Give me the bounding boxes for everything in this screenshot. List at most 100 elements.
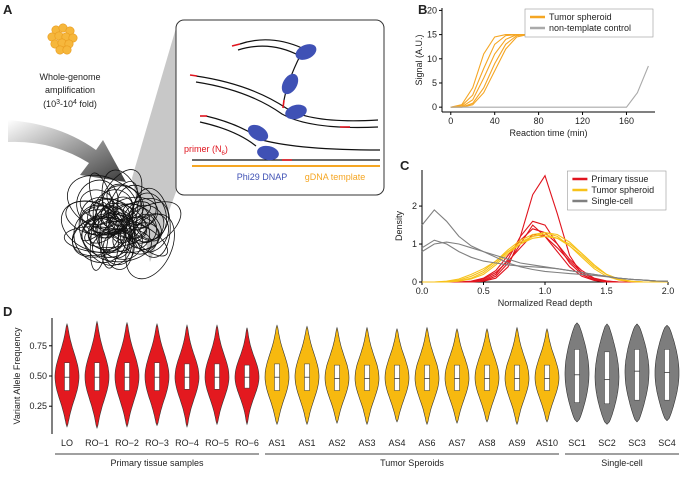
curve (422, 233, 668, 283)
dna-loop (81, 216, 131, 258)
polymerase (281, 73, 299, 95)
y-tick-label: 15 (427, 30, 437, 40)
violin-box (64, 362, 70, 391)
panel-label: C (400, 158, 410, 173)
x-tick-label: AS3 (358, 438, 375, 448)
legend-label: non-template control (549, 23, 631, 33)
violin-box (364, 364, 370, 391)
arrow (8, 120, 126, 182)
x-axis-label: Reaction time (min) (509, 128, 587, 138)
dna-loop (100, 224, 131, 259)
y-tick-label: 0 (412, 277, 417, 287)
polymerase (257, 145, 279, 161)
strand (199, 121, 257, 147)
violin-box (124, 362, 130, 391)
x-tick-label: 80 (534, 116, 544, 126)
x-tick-label: AS4 (388, 438, 405, 448)
dna-loop (106, 183, 144, 219)
violin-box (514, 364, 520, 391)
dna-loop (71, 218, 120, 257)
primer (231, 43, 241, 47)
violin-box (244, 364, 250, 389)
violin-box (154, 362, 160, 391)
diagram-label: (103-104 fold) (43, 99, 97, 110)
text-part: 4 (73, 99, 77, 106)
curve (422, 232, 668, 283)
x-tick-label: 2.0 (662, 286, 675, 296)
text-part: primer (N (184, 144, 222, 154)
x-tick-label: AS1 (298, 438, 315, 448)
violin-box (184, 363, 190, 390)
zoom-box (175, 19, 385, 196)
x-tick-label: LO (61, 438, 73, 448)
diagram-label: Whole-genome (39, 72, 100, 82)
violin-box (604, 351, 610, 405)
polymerases (247, 44, 317, 161)
text-part: 6 (222, 151, 226, 157)
x-tick-label: RO−3 (145, 438, 169, 448)
dna-loop (78, 197, 133, 266)
curve (450, 34, 649, 108)
primers (189, 43, 350, 161)
violin-box (334, 364, 340, 391)
dna-loop (119, 216, 159, 255)
curve (421, 239, 669, 282)
strand (205, 115, 381, 151)
legend-label: Tumor spheroid (549, 12, 612, 22)
dna-loop (89, 202, 110, 271)
x-tick-label: RO−2 (115, 438, 139, 448)
text-part: (10 (43, 99, 56, 109)
y-tick-label: 1 (412, 239, 417, 249)
panel-label: A (3, 2, 13, 17)
cell (62, 45, 72, 55)
text-part: -10 (60, 99, 73, 109)
text-part: 3 (56, 99, 60, 106)
y-tick-label: 0.75 (29, 341, 47, 351)
violin-box (484, 364, 490, 391)
violin-box (424, 364, 430, 391)
spheroid-icon (47, 23, 78, 55)
x-tick-label: 1.5 (600, 286, 613, 296)
x-tick-label: RO−1 (85, 438, 109, 448)
x-axis-label: Normalized Read depth (498, 298, 593, 308)
x-tick-label: 1.0 (539, 286, 552, 296)
curve (421, 241, 669, 282)
x-tick-label: RO−5 (205, 438, 229, 448)
y-tick-label: 0 (432, 102, 437, 112)
group-label: Tumor Speroids (380, 458, 444, 468)
curve (422, 233, 668, 283)
violin-box (214, 363, 220, 390)
polymerase (247, 124, 269, 142)
x-tick-label: RO−4 (175, 438, 199, 448)
primer (282, 99, 285, 109)
x-tick-label: AS10 (536, 438, 558, 448)
text-part: ) (225, 144, 228, 154)
group-label: Primary tissue samples (110, 458, 204, 468)
primer (189, 74, 198, 77)
violin-box (634, 349, 640, 401)
dna-ball (61, 169, 182, 280)
panel-label: D (3, 304, 12, 319)
diagram-label: amplification (45, 85, 95, 95)
y-tick-label: 2 (412, 201, 417, 211)
violin-box (544, 364, 550, 391)
x-tick-label: AS2 (328, 438, 345, 448)
template-label: gDNA template (305, 172, 366, 182)
x-tick-label: 0.5 (477, 286, 490, 296)
y-tick-label: 0.25 (29, 401, 47, 411)
violin-box (454, 364, 460, 391)
panel-label: B (418, 2, 427, 17)
y-tick-label: 0.50 (29, 371, 47, 381)
y-tick-label: 5 (432, 78, 437, 88)
curve (422, 235, 668, 283)
enzyme-label: Phi29 DNAP (237, 172, 288, 182)
x-tick-label: 120 (575, 116, 590, 126)
primer-label: primer (N6) (184, 144, 228, 157)
x-tick-label: 0.0 (416, 286, 429, 296)
text-part: fold) (77, 99, 97, 109)
violin-box (394, 364, 400, 391)
x-tick-label: SC4 (658, 438, 676, 448)
strand (239, 39, 303, 49)
curve (422, 232, 668, 283)
